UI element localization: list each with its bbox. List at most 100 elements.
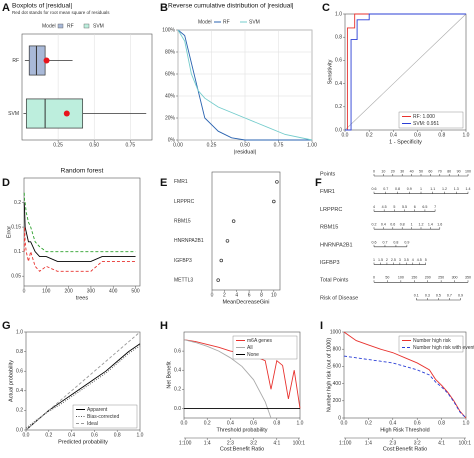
x-tick-label: 200 (64, 288, 73, 294)
y-tick-label: 80% (165, 49, 176, 55)
y-tick-label: 0.4 (335, 81, 342, 87)
tick-label: 0.6 (372, 187, 377, 191)
tick-label: 1 (373, 258, 375, 262)
y-tick-label: 0.1 (14, 249, 21, 255)
x-tick-label: 0.6 (91, 432, 98, 438)
tick-label: 200 (425, 276, 431, 280)
x-tick-label: 6 (248, 292, 251, 298)
y-tick-label: 0.6 (16, 369, 23, 375)
x-tick-label: 0.2 (365, 420, 372, 426)
plot-frame (25, 331, 141, 431)
y-tick-label: IGFBP3 (174, 258, 192, 264)
y-tick-label: 600 (333, 364, 342, 370)
tick-label: 60 (428, 169, 432, 173)
x2-axis-label: Cost:Benefit Ratio (220, 446, 264, 452)
dot (219, 258, 224, 263)
legend-label: Bias-corrected (87, 414, 119, 420)
panel-letter: I (320, 320, 323, 332)
panel-letter: E (160, 177, 167, 189)
y-tick-label: 0.4 (174, 368, 181, 374)
y-tick-label: SVM (8, 111, 19, 117)
x-tick-label: 0.2 (204, 420, 211, 426)
panel-letter: H (160, 320, 168, 332)
tick-label: 0.7 (383, 187, 388, 191)
x-tick-label: 400 (109, 288, 118, 294)
y-tick-label: FMR1 (174, 179, 188, 185)
tick-label: 1.3 (454, 187, 459, 191)
x-tick-label: 0 (23, 288, 26, 294)
x-tick-label: 500 (131, 288, 140, 294)
x-axis-label: Threshold probability (216, 427, 267, 433)
x-tick-label: 2 (223, 292, 226, 298)
tick-label: 6 (414, 205, 416, 209)
y-axis-label: Actual probability (8, 360, 14, 402)
x-axis-label: MeanDecreaseGini (222, 299, 269, 305)
x-tick-label: 0.25 (207, 142, 217, 148)
box (28, 45, 46, 76)
x-tick-label: 1.0 (463, 420, 470, 426)
x-tick-label: 4 (235, 292, 238, 298)
y-tick-label: METTL3 (174, 277, 193, 283)
x-tick-label: 0.2 (45, 432, 52, 438)
tick-label: 80 (447, 169, 451, 173)
tick-label: 350 (465, 276, 471, 280)
x-tick-label: 0.75 (274, 142, 284, 148)
legend-label: Apparent (87, 407, 108, 413)
tick-label: 4.5 (382, 205, 387, 209)
legend-box (398, 111, 464, 129)
tick-label: 4.5 (417, 258, 422, 262)
tick-label: 1.6 (437, 223, 442, 227)
x-tick-label: 0.00 (173, 142, 183, 148)
x-tick-label: 0.8 (438, 132, 445, 138)
y-tick-label: 0.6 (174, 348, 181, 354)
plot-frame (23, 177, 141, 287)
series-line (23, 192, 136, 253)
plot-frame (343, 331, 467, 419)
rms-dot (43, 57, 50, 64)
tick-label: 7 (434, 205, 436, 209)
x-tick-label: 0 (211, 292, 214, 298)
x2-tick-label: 100:1 (459, 440, 472, 446)
x-tick-label: 0.25 (53, 142, 63, 148)
tick-label: 0.7 (382, 240, 387, 244)
legend-label: RF: 1.000 (413, 114, 435, 120)
chart-title: Boxplots of |residual| (12, 3, 72, 10)
x2-tick-label: 1:100 (339, 440, 352, 446)
x-tick-label: 300 (87, 288, 96, 294)
legend-label: SVM (93, 23, 104, 29)
x-tick-label: 0.8 (438, 420, 445, 426)
y-axis-label: Error (6, 226, 12, 238)
x-tick-label: 0.0 (342, 132, 349, 138)
tick-label: 2 (386, 258, 388, 262)
tick-label: 10 (381, 169, 385, 173)
dot (216, 278, 220, 282)
y-tick-label: 800 (333, 347, 342, 353)
chart-title: Reverse cumulative distribution of |resi… (168, 3, 294, 10)
y-tick-label: 0.2 (335, 104, 342, 110)
chart-title: Random forest (61, 168, 104, 175)
legend-box (232, 335, 298, 360)
x-tick-label: 0.8 (273, 420, 280, 426)
legend-label: Number high risk with event (413, 345, 474, 351)
tick-label: 100 (398, 276, 404, 280)
y-tick-label: 0.2 (174, 387, 181, 393)
x-axis-label: trees (76, 295, 88, 301)
legend-label: All (247, 345, 253, 351)
y-tick-label: 0.2 (14, 200, 21, 206)
tick-label: 0.3 (425, 293, 430, 297)
x-tick-label: 0.0 (23, 432, 30, 438)
rms-dot (63, 110, 70, 117)
tick-label: 1.4 (466, 187, 471, 191)
x2-tick-label: 2:3 (389, 440, 396, 446)
tick-label: 1.2 (442, 187, 447, 191)
dot (272, 199, 276, 204)
tick-label: 1.1 (430, 187, 435, 191)
x2-tick-label: 1:100 (179, 440, 192, 446)
x-axis-label: |residual| (234, 149, 256, 155)
legend-swatch (83, 23, 90, 29)
tick-label: 4 (412, 258, 414, 262)
x2-tick-label: 3:2 (414, 440, 421, 446)
box (25, 98, 84, 129)
tick-label: 1 (420, 187, 422, 191)
tick-label: 0.4 (381, 223, 386, 227)
